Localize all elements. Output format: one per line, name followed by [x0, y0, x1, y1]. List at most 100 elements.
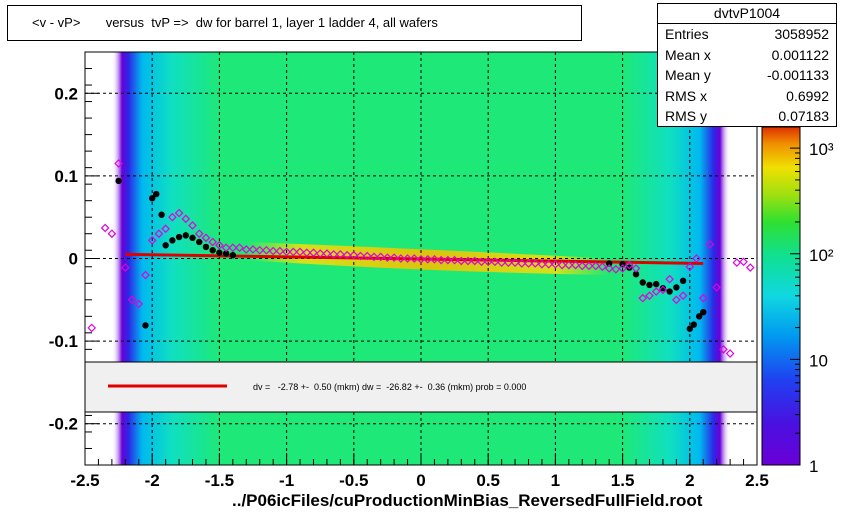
- profile-point-magenta: [154, 229, 164, 239]
- profile-point-black: [182, 232, 189, 239]
- profile-point-magenta: [537, 259, 547, 269]
- profile-point-black: [189, 234, 196, 242]
- profile-point-magenta: [678, 291, 688, 301]
- profile-point-black: [666, 288, 673, 295]
- stats-value: 0.07183: [778, 108, 829, 124]
- profile-point-magenta: [147, 235, 157, 245]
- profile-point-magenta: [450, 255, 459, 265]
- stats-box: dvtvP1004 Entries 3058952 Mean x 0.001122 …: [657, 3, 837, 127]
- profile-point-black: [216, 249, 223, 256]
- stats-row: RMS y 0.07183: [658, 106, 836, 127]
- colorbar-tick-label: 10²: [809, 246, 834, 265]
- profile-point-magenta: [739, 257, 748, 267]
- profile-point-magenta: [732, 258, 742, 267]
- profile-point-magenta: [295, 247, 305, 257]
- profile-point-magenta: [510, 258, 520, 267]
- profile-point-black: [229, 251, 237, 259]
- profile-point-magenta: [712, 283, 722, 292]
- profile-point-black: [222, 250, 230, 257]
- profile-points: [87, 159, 755, 358]
- profile-point-magenta: [268, 246, 278, 256]
- y-tick-label: -0.2: [49, 415, 78, 434]
- x-axis-title: ../P06icFiles/cuProductionMinBias_Revers…: [232, 491, 703, 510]
- profile-point-magenta: [719, 345, 728, 354]
- profile-point-magenta: [490, 257, 500, 267]
- profile-point-magenta: [349, 250, 359, 260]
- colorbar-tick-label: 10: [809, 351, 828, 370]
- profile-point-black: [605, 260, 613, 267]
- profile-point-magenta: [396, 254, 406, 263]
- profile-point-black: [659, 285, 667, 292]
- profile-point-magenta: [188, 221, 197, 230]
- y-tick-label: 0: [69, 250, 78, 269]
- profile-point-magenta: [288, 247, 298, 257]
- stats-row: Entries 3058952: [658, 24, 836, 45]
- profile-point-magenta: [235, 243, 244, 253]
- profile-point-magenta: [698, 293, 708, 303]
- profile-point-magenta: [255, 245, 265, 255]
- stats-row: RMS x 0.6992: [658, 86, 836, 107]
- stats-label: RMS x: [665, 87, 707, 104]
- profile-point-magenta: [362, 251, 372, 261]
- profile-point-magenta: [551, 259, 560, 269]
- profile-point-black: [686, 325, 693, 332]
- axes: -2.5 -2 -1.5 -1 -0.5 0 0.5 1 1.5 2 2.5 -0.2 -0.1 0 0.1…: [49, 51, 769, 490]
- profile-point-magenta: [456, 256, 466, 266]
- profile-point-magenta: [584, 261, 594, 271]
- profile-point-magenta: [624, 260, 634, 270]
- fit-legend: dv = -2.78 +- 0.50 (mkm) dw = -26.82 +- …: [84, 361, 758, 413]
- profile-point-black: [196, 238, 203, 246]
- profile-point-magenta: [322, 249, 332, 258]
- x-tick-label: 2: [685, 471, 694, 490]
- profile-point-magenta: [443, 255, 453, 265]
- profile-point-magenta: [564, 260, 574, 270]
- stats-name: dvtvP1004: [658, 4, 836, 24]
- profile-point-magenta: [423, 254, 433, 264]
- profile-point-magenta: [315, 249, 325, 258]
- profile-point-black: [690, 321, 698, 328]
- profile-point-black: [153, 190, 160, 198]
- stats-label: RMS y: [665, 108, 707, 124]
- profile-point-magenta: [517, 259, 527, 268]
- profile-point-magenta: [672, 295, 681, 305]
- profile-point-magenta: [430, 254, 439, 264]
- profile-point-magenta: [409, 254, 419, 263]
- profile-point-magenta: [611, 264, 621, 274]
- profile-point-magenta: [208, 237, 218, 247]
- profile-point-black: [209, 247, 216, 254]
- stats-value: 0.001122: [771, 46, 829, 63]
- profile-point-magenta: [470, 256, 480, 266]
- profile-point-magenta: [282, 247, 291, 257]
- legend-fit-text: dv = -2.78 +- 0.50 (mkm) dw = -26.82 +- …: [253, 382, 526, 392]
- profile-point-magenta: [120, 263, 130, 272]
- profile-point-magenta: [168, 212, 177, 222]
- profile-point-black: [169, 237, 176, 244]
- profile-point-magenta: [215, 240, 224, 250]
- profile-point-magenta: [107, 229, 117, 239]
- profile-point-magenta: [436, 255, 446, 265]
- y-tick-label: -0.1: [49, 332, 78, 351]
- x-tick-label: 0: [416, 471, 425, 490]
- profile-point-magenta: [403, 254, 412, 263]
- profile-point-magenta: [376, 252, 386, 262]
- x-tick-label: -2: [145, 471, 160, 490]
- colorbar-tick-label: 10³: [809, 140, 834, 159]
- stats-label: Mean x: [665, 46, 711, 63]
- profile-point-black: [646, 281, 653, 289]
- profile-point-magenta: [141, 270, 150, 280]
- x-tick-label: 1: [551, 471, 560, 490]
- profile-point-magenta: [161, 224, 170, 234]
- profile-point-magenta: [692, 254, 701, 263]
- profile-point-magenta: [342, 250, 352, 260]
- stats-label: Mean y: [665, 67, 711, 83]
- profile-point-black: [626, 264, 633, 271]
- profile-point-magenta: [181, 214, 191, 224]
- profile-point-black: [175, 233, 183, 241]
- x-tick-label: -1.5: [205, 471, 234, 490]
- profile-point-magenta: [497, 258, 506, 267]
- stats-label: Entries: [665, 26, 709, 42]
- profile-point-magenta: [685, 262, 695, 272]
- profile-point-magenta: [228, 243, 238, 253]
- profile-point-black: [632, 270, 640, 278]
